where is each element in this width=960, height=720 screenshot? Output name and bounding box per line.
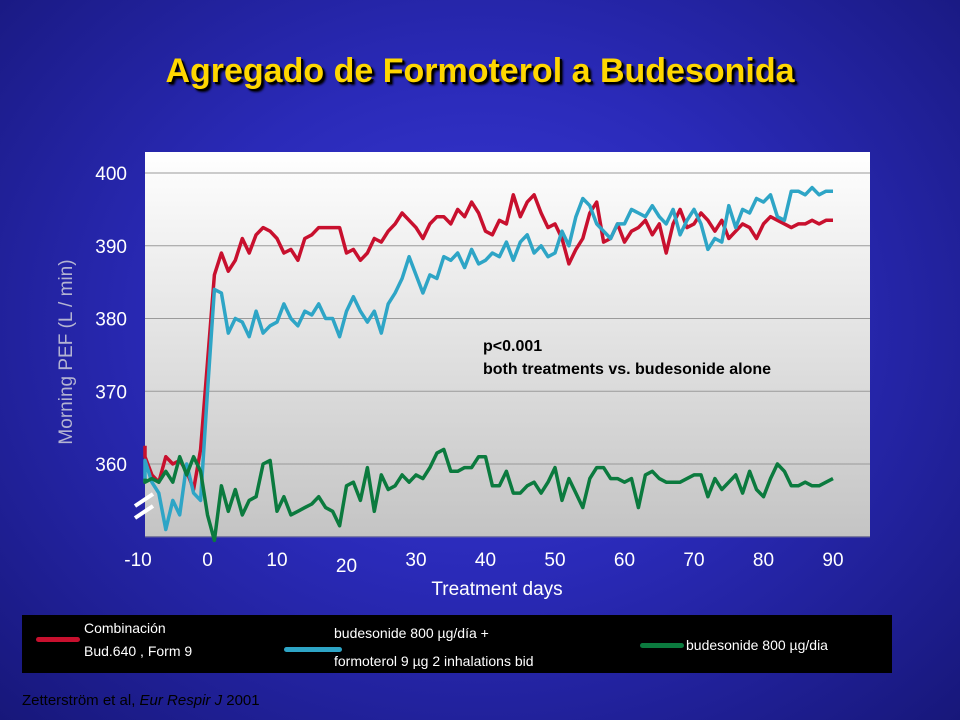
p-value-annotation: p<0.001 (483, 338, 542, 355)
legend-label-red-line1: Combinación (84, 620, 166, 636)
series-lines (143, 185, 834, 543)
y-tick-labels: 360 370 380 390 400 (95, 164, 127, 476)
x-tick-label: 80 (753, 550, 774, 571)
x-tick-label: -10 (124, 550, 151, 571)
y-tick-label: 400 (95, 164, 127, 185)
comparison-annotation: both treatments vs. budesonide alone (483, 361, 771, 378)
x-tick-label: 20 (336, 556, 357, 577)
citation: Zetterström et al, Eur Respir J 2001 (22, 692, 260, 709)
x-tick-label: 50 (544, 550, 565, 571)
legend-swatch-red (36, 637, 80, 642)
y-tick-label: 380 (95, 310, 127, 331)
y-tick-label: 370 (95, 382, 127, 403)
citation-year: 2001 (226, 692, 260, 709)
x-tick-label: 10 (266, 550, 287, 571)
chart-title: Agregado de Formoterol a Budesonida (165, 52, 795, 90)
x-tick-label: 60 (614, 550, 635, 571)
chart-legend: Combinación Bud.640 , Form 9 budesonide … (22, 615, 892, 673)
x-tick-labels: -10 0 10 20 30 40 50 60 70 80 90 (124, 550, 843, 577)
series-line-2 (143, 185, 833, 532)
citation-journal: Eur Respir J (139, 692, 223, 709)
legend-swatch-green (640, 643, 684, 648)
x-tick-label: 30 (405, 550, 426, 571)
y-tick-label: 360 (95, 455, 127, 476)
chart: 360 370 380 390 400 -10 0 10 20 30 40 50 60 70 80 90 M… (56, 152, 870, 600)
legend-label-green: budesonide 800 µg/dia (686, 637, 828, 653)
x-tick-label: 70 (683, 550, 704, 571)
x-tick-label: 0 (202, 550, 213, 571)
x-tick-label: 90 (822, 550, 843, 571)
series-line-1 (143, 193, 833, 492)
legend-label-cyan-line2: formoterol 9 µg 2 inhalations bid (334, 653, 534, 669)
x-axis-label: Treatment days (431, 579, 562, 600)
series-line-3 (143, 447, 834, 543)
axis-break-mark (133, 492, 155, 520)
legend-label-red-line2: Bud.640 , Form 9 (84, 643, 193, 659)
legend-swatch-cyan (284, 647, 342, 652)
y-axis-label: Morning PEF (L / min) (56, 259, 77, 444)
x-tick-label: 40 (475, 550, 496, 571)
legend-label-cyan-line1: budesonide 800 µg/día + (334, 625, 489, 641)
y-tick-label: 390 (95, 237, 127, 258)
citation-authors: Zetterström et al, (22, 692, 136, 709)
